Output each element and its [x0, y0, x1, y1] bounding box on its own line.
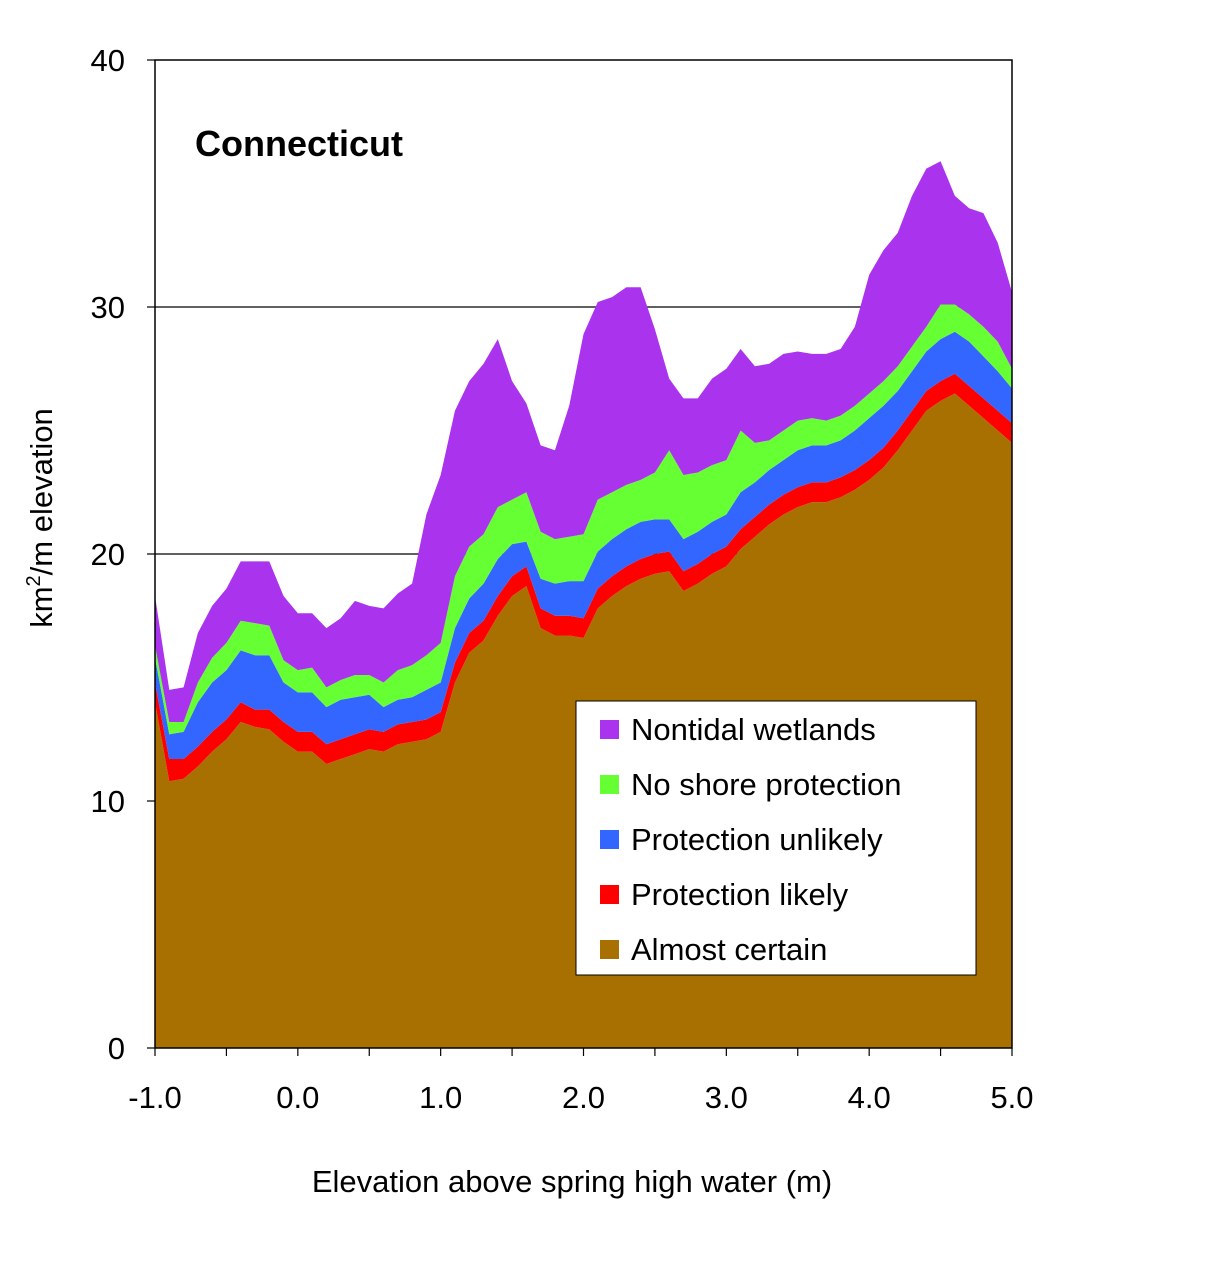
legend-label-protection-unlikely: Protection unlikely [631, 822, 883, 857]
x-tick-label-1: 0.0 [276, 1080, 319, 1115]
x-tick-label-5: 4.0 [848, 1080, 891, 1115]
x-tick-label-4: 3.0 [705, 1080, 748, 1115]
chart-title: Connecticut [195, 123, 403, 164]
y-axis-title-sup: 2 [23, 575, 45, 586]
y-tick-label-3: 30 [91, 290, 125, 325]
legend-swatch-almost-certain [600, 940, 619, 959]
area-protection-unlikely [155, 331, 1012, 760]
legend-label-no-shore-protection: No shore protection [631, 767, 902, 802]
y-tick-label-2: 20 [91, 537, 125, 572]
legend-swatch-nontidal-wetlands [600, 720, 619, 739]
x-tick-label-2: 1.0 [419, 1080, 462, 1115]
area-nontidal-wetlands [155, 161, 1012, 722]
y-tick-label-1: 10 [91, 784, 125, 819]
y-tick-label-4: 40 [91, 43, 125, 78]
y-axis: 0 10 20 30 40 [91, 43, 155, 1066]
legend-label-protection-likely: Protection likely [631, 877, 849, 912]
x-tick-label-0: -1.0 [128, 1080, 181, 1115]
y-tick-label-0: 0 [108, 1031, 125, 1066]
legend-box [575, 700, 977, 976]
y-axis-title-main: km [24, 586, 59, 627]
legend-label-nontidal-wetlands: Nontidal wetlands [631, 712, 876, 747]
x-tick-label-6: 5.0 [990, 1080, 1033, 1115]
legend-label-almost-certain: Almost certain [631, 932, 827, 967]
y-axis-title-rest: /m elevation [24, 408, 59, 575]
y-axis-title: km2/m elevation [23, 408, 59, 628]
legend-swatch-no-shore-protection [600, 775, 619, 794]
x-axis: -1.0 0.0 1.0 2.0 3.0 4.0 5.0 [128, 1048, 1034, 1115]
legend-swatch-protection-likely [600, 885, 619, 904]
legend-swatch-protection-unlikely [600, 830, 619, 849]
area-no-shore-protection [155, 304, 1012, 735]
x-tick-label-3: 2.0 [562, 1080, 605, 1115]
x-axis-title: Elevation above spring high water (m) [312, 1164, 832, 1199]
legend: Nontidal wetlands No shore protection Prot… [575, 700, 977, 976]
